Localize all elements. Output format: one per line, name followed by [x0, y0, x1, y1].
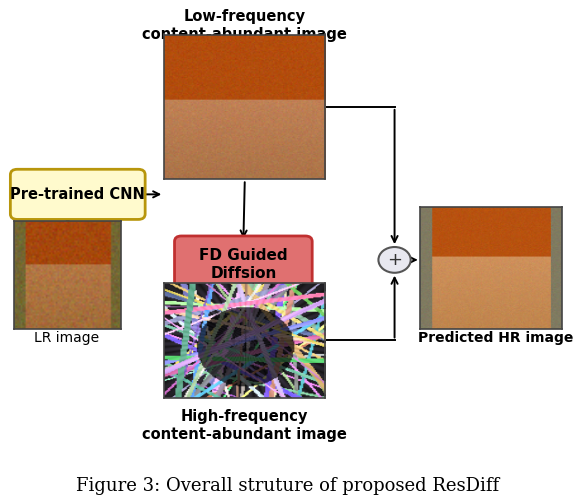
- Text: Pre-trained CNN: Pre-trained CNN: [10, 187, 145, 202]
- Text: +: +: [387, 251, 402, 269]
- Text: Low-frequency
content-abundant image: Low-frequency content-abundant image: [142, 9, 347, 42]
- Text: LR image: LR image: [33, 331, 99, 345]
- Text: Figure 3: Overall struture of proposed ResDiff: Figure 3: Overall struture of proposed R…: [77, 477, 499, 495]
- FancyBboxPatch shape: [10, 170, 145, 220]
- Text: FD Guided
Diffsion: FD Guided Diffsion: [199, 248, 287, 280]
- Circle shape: [378, 247, 411, 273]
- Text: Predicted HR image: Predicted HR image: [418, 331, 573, 345]
- Text: High-frequency
content-abundant image: High-frequency content-abundant image: [142, 410, 347, 442]
- FancyBboxPatch shape: [175, 236, 312, 293]
